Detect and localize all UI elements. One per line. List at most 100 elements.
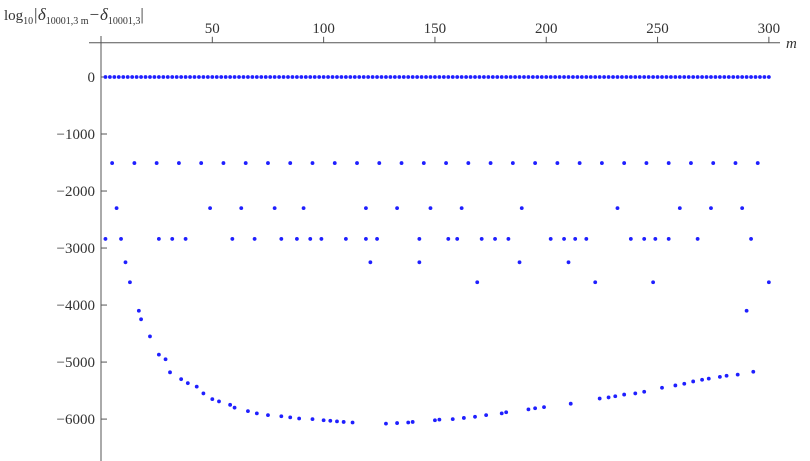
point [279, 237, 284, 241]
point [290, 75, 295, 79]
point [279, 414, 284, 419]
point [379, 75, 384, 79]
point [642, 389, 647, 394]
point [148, 334, 152, 339]
point [254, 75, 259, 79]
point [299, 75, 304, 79]
point [633, 391, 638, 396]
point [194, 384, 199, 389]
point [597, 396, 602, 401]
point [666, 161, 671, 165]
point [214, 75, 219, 79]
point [455, 237, 460, 241]
point [188, 75, 192, 79]
point [348, 75, 353, 79]
point [152, 75, 157, 79]
point [628, 75, 633, 79]
point [366, 75, 371, 79]
point [179, 377, 184, 382]
point [584, 237, 589, 241]
point [125, 75, 130, 79]
point [488, 161, 493, 165]
point [179, 75, 184, 79]
point [183, 75, 188, 79]
point [597, 75, 602, 79]
point [119, 237, 123, 241]
point [134, 75, 139, 79]
point [677, 206, 682, 211]
point [762, 75, 767, 79]
point [332, 161, 337, 165]
point [606, 395, 611, 400]
point [165, 75, 170, 79]
point [622, 161, 627, 165]
x-tick-label: 100 [312, 21, 335, 37]
point [642, 237, 647, 241]
point [268, 75, 273, 79]
point [575, 75, 580, 79]
point [232, 405, 237, 410]
point [444, 161, 448, 165]
point [466, 161, 471, 165]
point [755, 161, 760, 165]
point [504, 410, 509, 415]
y-axis-label: log10|δ10001,3 m−δ10001,3| [4, 5, 144, 27]
point [548, 237, 553, 241]
point [321, 75, 326, 79]
point [288, 161, 293, 165]
point [272, 75, 277, 79]
point [441, 75, 446, 79]
point [161, 75, 166, 79]
point [295, 237, 299, 241]
point [335, 75, 339, 79]
point [303, 75, 308, 79]
point [136, 308, 141, 313]
point [156, 75, 161, 79]
point [446, 75, 451, 79]
point [208, 206, 212, 211]
point [266, 161, 270, 165]
point [522, 75, 526, 79]
point [758, 75, 762, 79]
point [364, 206, 368, 211]
point [533, 161, 538, 165]
point [410, 420, 415, 424]
point [615, 206, 620, 211]
point [733, 161, 738, 165]
point [709, 75, 713, 79]
point [343, 237, 348, 241]
point [473, 75, 477, 79]
point [555, 161, 560, 165]
point [622, 392, 627, 397]
point [446, 237, 451, 241]
point [139, 75, 143, 79]
point [368, 260, 373, 265]
point [689, 161, 693, 165]
point [250, 75, 255, 79]
point [666, 237, 671, 241]
point [464, 75, 469, 79]
point [232, 75, 237, 79]
point [484, 413, 489, 417]
point [695, 75, 700, 79]
point [606, 75, 611, 79]
point [530, 75, 535, 79]
point [339, 75, 344, 79]
point [243, 161, 248, 165]
point [297, 416, 302, 421]
label-part: | [140, 5, 143, 24]
point [628, 237, 633, 241]
point [664, 75, 669, 79]
point [713, 75, 718, 79]
point [709, 206, 713, 211]
y-tick-label: −5000 [57, 355, 95, 371]
point [355, 161, 359, 165]
point [417, 237, 422, 241]
point [704, 75, 709, 79]
point [533, 406, 538, 411]
point [711, 161, 716, 165]
point [312, 75, 317, 79]
point [410, 75, 415, 79]
x-tick-label: 150 [424, 21, 447, 37]
point [266, 413, 270, 417]
